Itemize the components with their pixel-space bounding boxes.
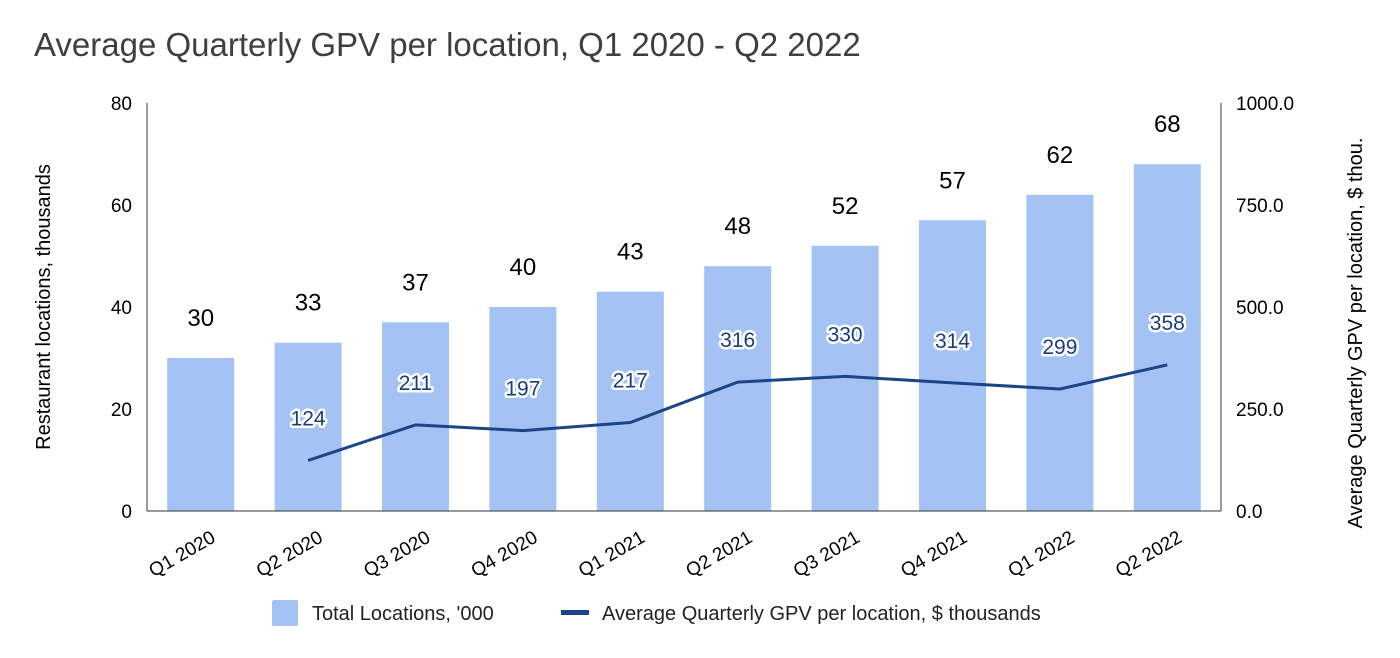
line-data-label: 316 — [720, 329, 755, 352]
line-data-label: 358 — [1150, 312, 1185, 335]
bar-1 — [274, 342, 342, 511]
bar-3 — [489, 307, 557, 511]
bar-5 — [704, 266, 772, 511]
x-tick-label: Q2 2022 — [1112, 527, 1186, 582]
bar-data-label: 30 — [187, 305, 214, 332]
x-tick-label: Q3 2020 — [360, 527, 434, 582]
line-data-label: 217 — [613, 369, 648, 392]
line-data-label: 197 — [505, 378, 540, 401]
x-tick-label: Q4 2021 — [897, 527, 971, 582]
x-tick-label: Q2 2020 — [253, 527, 327, 582]
gpv-line — [307, 363, 1168, 462]
legend-label-line: Average Quarterly GPV per location, $ th… — [602, 603, 1041, 625]
y-right-tick-label: 0.0 — [1236, 502, 1262, 523]
legend-swatch-bars — [272, 600, 298, 626]
legend: Total Locations, '000 Average Quarterly G… — [272, 600, 1041, 626]
line-data-label: 314 — [935, 330, 970, 353]
line-data-label: 211 — [399, 372, 432, 395]
y-right-tick-label: 750.0 — [1236, 196, 1284, 217]
legend-label-bars: Total Locations, '000 — [312, 603, 494, 625]
y-right-tick-label: 250.0 — [1236, 400, 1284, 421]
y-left-tick-label: 40 — [111, 298, 132, 319]
bar-0 — [167, 358, 235, 511]
y-axis-left-title: Restaurant locations, thousands — [33, 164, 55, 450]
legend-swatch-line — [561, 610, 589, 615]
y-left-tick-label: 0 — [121, 502, 132, 523]
bars-layer — [167, 164, 1201, 512]
bar-data-label: 68 — [1154, 111, 1181, 138]
bar-data-label: 57 — [939, 167, 966, 194]
bar-8 — [1026, 194, 1094, 512]
x-tick-label: Q3 2021 — [790, 527, 864, 582]
x-tick-label: Q1 2020 — [146, 527, 220, 582]
x-tick-label: Q1 2022 — [1005, 527, 1079, 582]
line-data-label: 299 — [1042, 336, 1077, 359]
bar-9 — [1133, 164, 1201, 511]
x-tick-label: Q2 2021 — [683, 527, 757, 582]
y-left-tick-label: 60 — [111, 196, 132, 217]
x-tick-label: Q1 2021 — [575, 527, 649, 582]
y-left-tick-label: 80 — [111, 94, 132, 115]
line-data-label: 330 — [828, 323, 863, 346]
chart-title: Average Quarterly GPV per location, Q1 2… — [34, 26, 861, 63]
y-axis-right-title: Average Quarterly GPV per location, $ th… — [1345, 138, 1367, 529]
bar-2 — [382, 322, 449, 511]
line-data-label: 124 — [291, 407, 326, 430]
line-layer — [307, 363, 1168, 462]
bar-data-label: 62 — [1047, 142, 1074, 169]
y-right-tick-label: 500.0 — [1236, 298, 1284, 319]
y-left-tick-label: 20 — [111, 400, 132, 421]
y-right-tick-label: 1000.0 — [1236, 94, 1294, 115]
x-tick-label: Q4 2020 — [468, 527, 542, 582]
bar-data-label: 33 — [295, 290, 322, 317]
bar-data-label: 48 — [724, 213, 751, 240]
bar-data-label: 52 — [832, 193, 859, 220]
bar-data-label: 40 — [510, 254, 537, 281]
bar-data-label: 37 — [402, 269, 429, 296]
data-labels-layer: 30 33 37 40 43 48 52 57 62 68 124 211 197 217 316 330 31… — [187, 111, 1187, 433]
bar-7 — [919, 220, 986, 512]
bar-4 — [596, 291, 664, 511]
bar-data-label: 43 — [617, 239, 644, 266]
